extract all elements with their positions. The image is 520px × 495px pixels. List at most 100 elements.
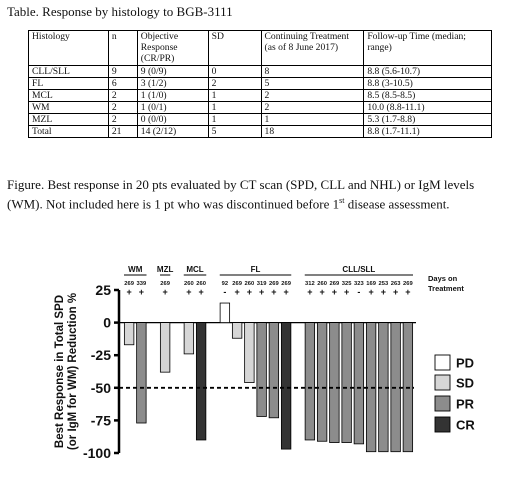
group-label-fl: FL (251, 265, 261, 274)
days-on-treatment-label: 260 (245, 281, 255, 287)
days-on-label-line1: Days on (428, 274, 458, 283)
group-label-wm: WM (128, 265, 143, 274)
legend-label-pd: PD (456, 356, 474, 371)
days-on-treatment-label: 260 (196, 281, 206, 287)
bar-wm-pr (136, 322, 147, 424)
continuing-marker: - (357, 287, 360, 297)
continuing-marker: + (139, 287, 144, 297)
days-on-treatment-label: 269 (232, 281, 242, 287)
header-follow-up-time: Follow-up Time (median; range) (363, 30, 492, 66)
table-row: FL 6 3 (1/2) 2 5 8.8 (3-10.5) (28, 77, 492, 90)
days-on-treatment-label: 263 (391, 281, 401, 287)
y-axis-title-line1: Best Response in Total SPD (54, 295, 66, 448)
days-on-treatment-label: 253 (379, 281, 389, 287)
bar-fl-sd (231, 322, 243, 339)
continuing-marker: + (198, 287, 203, 297)
table-title: Table. Response by histology to BGB-3111 (7, 4, 233, 19)
bar-mzl-sd (159, 322, 171, 373)
continuing-marker: - (223, 287, 226, 297)
header-histology: Histology (28, 30, 109, 66)
bar-mcl-cr (195, 322, 207, 441)
days-on-treatment-label: 269 (403, 281, 413, 287)
header-objective-response: Objective Response (CR/PR) (136, 30, 209, 66)
legend-label-cr: CR (456, 418, 475, 433)
legend-swatch-sd (434, 374, 451, 391)
continuing-marker: + (126, 287, 131, 297)
continuing-marker: + (307, 287, 312, 297)
bar-cll-sll-pr (353, 322, 365, 445)
days-on-treatment-label: 269 (281, 281, 291, 287)
y-axis-title-line2: (or IgM for WM) Reduction % (67, 293, 79, 450)
y-tick-label: -100 (83, 445, 111, 461)
table-row: Total 21 14 (2/12) 5 18 8.8 (1.7-11.1) (28, 125, 492, 138)
table-row: WM 2 1 (0/1) 1 2 10.0 (8.8-11.1) (28, 101, 492, 114)
days-on-treatment-label: 269 (269, 281, 279, 287)
bar-fl-pr (256, 322, 267, 417)
continuing-marker: + (271, 287, 276, 297)
legend-label-sd: SD (456, 376, 474, 391)
table-cell: 5 (207, 125, 262, 138)
table-row: CLL/SLL 9 9 (0/9) 0 8 8.8 (5.6-10.7) (28, 65, 492, 78)
continuing-marker: + (319, 287, 324, 297)
days-on-treatment-label: 260 (184, 281, 194, 287)
group-label-mzl: MZL (157, 265, 174, 274)
y-tick-label: -75 (91, 412, 111, 428)
table-row: MZL 2 0 (0/0) 1 1 5.3 (1.7-8.8) (28, 113, 492, 126)
days-on-treatment-label: 269 (330, 281, 340, 287)
continuing-marker: + (247, 287, 252, 297)
continuing-marker: + (368, 287, 373, 297)
days-on-treatment-label: 319 (257, 281, 267, 287)
table-cell: 14 (2/12) (136, 125, 209, 138)
bar-fl-sd (244, 322, 255, 383)
table-cell: Total (28, 125, 109, 138)
response-table: Histology n Objective Response (CR/PR) S… (28, 30, 492, 138)
days-on-treatment-label: 312 (305, 281, 315, 287)
bar-fl-pr (268, 322, 280, 419)
continuing-marker: + (186, 287, 191, 297)
y-tick-label: 0 (103, 315, 111, 331)
continuing-marker: + (344, 287, 349, 297)
table-cell: 18 (260, 125, 365, 138)
continuing-marker: + (381, 287, 386, 297)
continuing-marker: + (234, 287, 239, 297)
figure-caption: Figure. Best response in 20 pts evaluate… (7, 177, 475, 212)
legend-swatch-cr (434, 416, 451, 433)
legend-label-pr: PR (456, 397, 475, 412)
bar-mcl-sd (183, 322, 195, 355)
days-on-label-line2: Treatment (428, 284, 464, 293)
legend-swatch-pr (434, 395, 451, 412)
continuing-marker: + (332, 287, 337, 297)
caption-superscript: st (339, 196, 345, 205)
continuing-marker: + (283, 287, 288, 297)
continuing-marker: + (259, 287, 264, 297)
days-on-treatment-label: 269 (160, 281, 170, 287)
days-on-treatment-label: 323 (354, 281, 364, 287)
bar-fl-pd (219, 302, 231, 324)
y-tick-label: -50 (91, 380, 111, 396)
bar-cll-sll-pr (304, 322, 316, 441)
bar-wm-sd (123, 322, 135, 346)
bar-cll-sll-pr (316, 322, 328, 442)
bar-fl-cr (280, 322, 292, 450)
days-on-treatment-label: 269 (124, 281, 134, 287)
y-tick-label: 25 (95, 282, 111, 298)
continuing-marker: + (405, 287, 410, 297)
table-header-row: Histology n Objective Response (CR/PR) S… (28, 30, 492, 66)
continuing-marker: + (162, 287, 167, 297)
group-label-mcl: MCL (186, 265, 203, 274)
days-on-treatment-label: 92 (222, 281, 228, 287)
bar-cll-sll-pr (329, 322, 340, 443)
y-tick-label: -25 (91, 347, 111, 363)
days-on-treatment-label: 339 (137, 281, 147, 287)
days-on-treatment-label: 260 (317, 281, 327, 287)
header-sd: SD (207, 30, 262, 66)
legend-swatch-pd (434, 354, 451, 371)
table-row: MCL 2 1 (1/0) 1 2 8.5 (8.5-8.5) (28, 89, 492, 102)
bar-cll-sll-pr (341, 322, 352, 443)
header-n: n (107, 30, 138, 66)
continuing-marker: + (393, 287, 398, 297)
group-label-cll-sll: CLL/SLL (342, 265, 375, 274)
days-on-treatment-label: 325 (342, 281, 352, 287)
days-on-treatment-label: 169 (366, 281, 376, 287)
